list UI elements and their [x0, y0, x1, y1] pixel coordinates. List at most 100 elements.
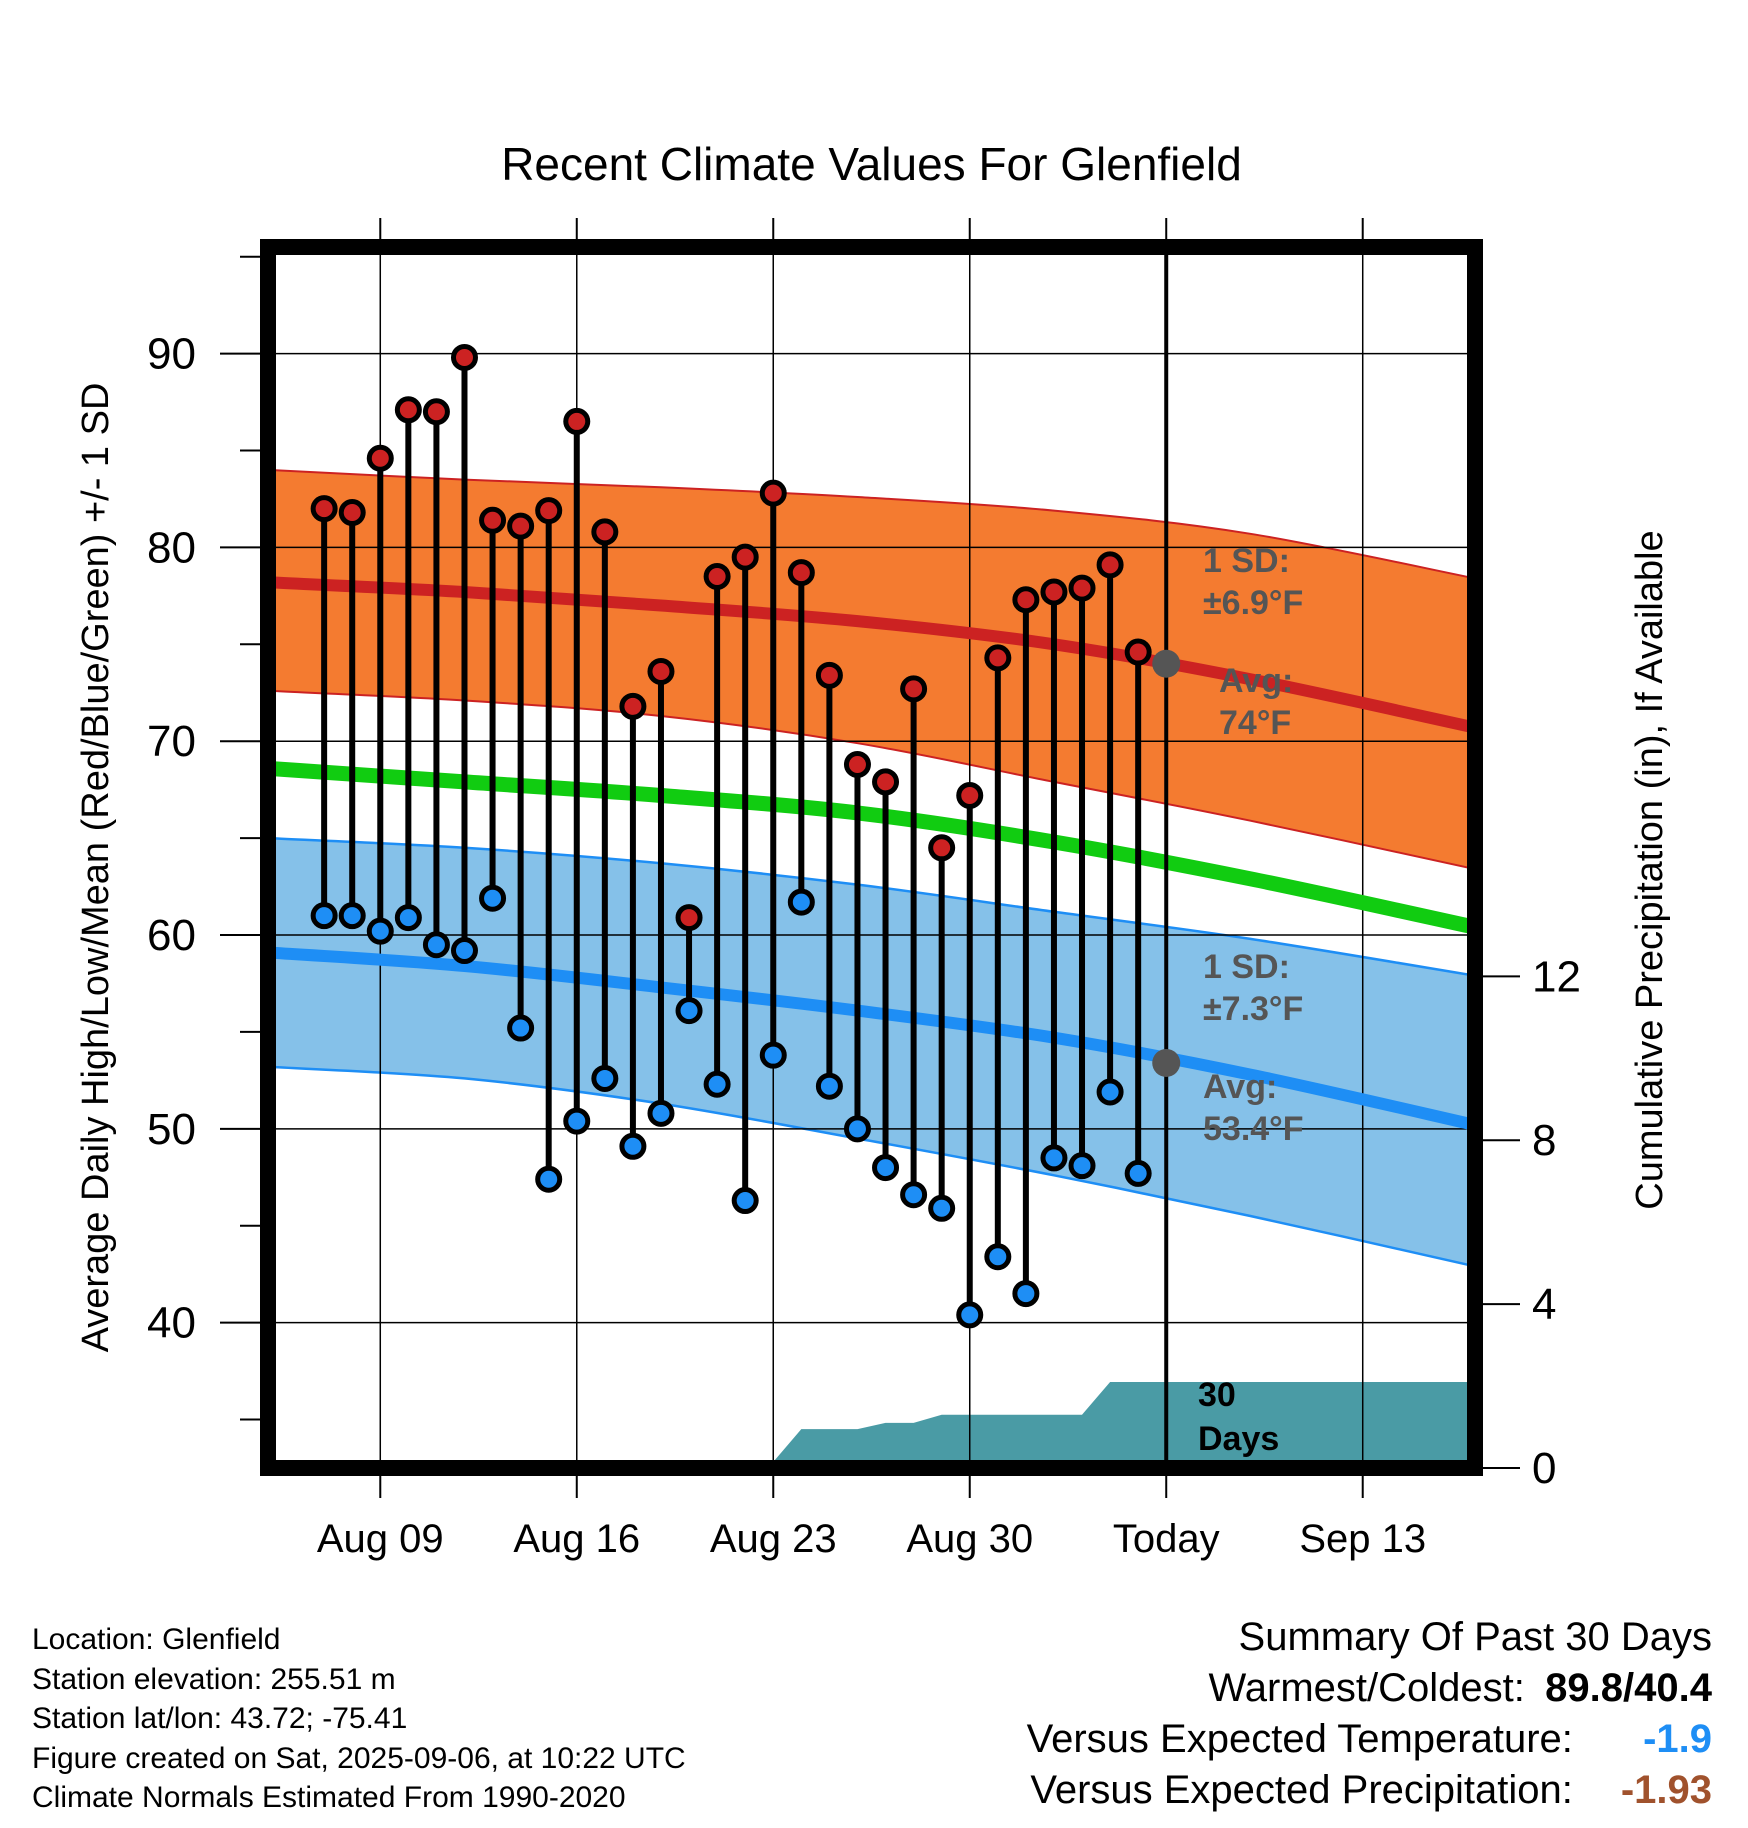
high-avg-value: 74°F — [1219, 704, 1291, 742]
daily-low-point — [1068, 1152, 1096, 1180]
y-axis: 40 50 60 70 80 90 — [147, 255, 268, 1421]
x-tick-label: Aug 23 — [710, 1517, 837, 1561]
daily-high-point — [619, 692, 647, 720]
daily-low-point — [703, 1070, 731, 1098]
daily-high-point — [843, 750, 871, 778]
daily-low-point — [1012, 1280, 1040, 1308]
y2-tick-label: 12 — [1532, 952, 1581, 1001]
x-tick-label: Sep 13 — [1299, 1517, 1426, 1561]
daily-high-point — [872, 768, 900, 796]
location-text: Location: Glenfield — [32, 1623, 281, 1656]
x-axis: Aug 09 Aug 16 Aug 23 Aug 30 Today Sep 13 — [317, 218, 1426, 1561]
x-tick-label: Aug 30 — [906, 1517, 1033, 1561]
daily-high-point — [450, 343, 478, 371]
daily-high-point — [535, 497, 563, 525]
y2-tick-label: 4 — [1532, 1280, 1556, 1329]
summary-warm-cold: Warmest/Coldest: 89.8/40.4 — [1027, 1663, 1713, 1714]
plot-frame — [260, 239, 1483, 1476]
warm-cold-value: 89.8/40.4 — [1536, 1663, 1712, 1714]
daily-low-point — [675, 997, 703, 1025]
observed-data — [310, 343, 1152, 1329]
daily-low-point — [900, 1181, 928, 1209]
daily-low-point — [422, 931, 450, 959]
summary-precip: Versus Expected Precipitation: -1.93 — [1027, 1765, 1712, 1816]
daily-high-point — [591, 518, 619, 546]
daily-high-point — [394, 396, 422, 424]
low-sd-label: 1 SD: — [1203, 948, 1290, 986]
y2-axis-label: Cumulative Precipitation (in), If Availa… — [1629, 530, 1671, 1209]
daily-low-point — [394, 904, 422, 932]
plot-area: 1 SD: ±6.9°F Avg: 74°F 1 SD: ±7.3°F Avg: 53.4°F… — [268, 247, 1475, 1468]
daily-high-point — [422, 398, 450, 426]
daily-low-point — [507, 1014, 535, 1042]
low-avg-label: Avg: — [1203, 1068, 1277, 1106]
daily-low-point — [759, 1041, 787, 1069]
daily-low-point — [479, 884, 507, 912]
daily-high-point — [338, 499, 366, 527]
daily-high-point — [675, 904, 703, 932]
daily-low-point — [647, 1099, 675, 1127]
warm-cold-label: Warmest/Coldest: — [1208, 1666, 1525, 1710]
elevation-text: Station elevation: 255.51 m — [32, 1662, 396, 1696]
latlon-text: Station lat/lon: 43.72; -75.41 — [32, 1702, 408, 1735]
warm-cold-separator: / — [1623, 1666, 1635, 1710]
daily-high-point — [956, 781, 984, 809]
daily-low-point — [872, 1154, 900, 1182]
daily-high-point — [366, 444, 394, 472]
y-tick-label: 40 — [147, 1299, 196, 1348]
daily-high-point — [1124, 638, 1152, 666]
daily-low-point — [563, 1107, 591, 1135]
station-info: Location: Glenfield Station elevation: 2… — [32, 1620, 686, 1818]
daily-low-point — [787, 888, 815, 916]
daily-low-point — [984, 1243, 1012, 1271]
high-sd-label: 1 SD: — [1203, 542, 1290, 580]
daily-low-point — [310, 902, 338, 930]
daily-low-point — [535, 1165, 563, 1193]
daily-high-point — [647, 657, 675, 685]
daily-high-point — [310, 495, 338, 523]
y2-axis: 0 4 8 12 — [1475, 952, 1581, 1493]
today-low-avg-marker — [1152, 1048, 1181, 1077]
daily-low-point — [591, 1064, 619, 1092]
daily-low-point — [1096, 1078, 1124, 1106]
warmest-value: 89.8 — [1545, 1666, 1624, 1710]
daily-low-point — [1124, 1159, 1152, 1187]
low-sd-value: ±7.3°F — [1203, 990, 1303, 1028]
daily-high-point — [815, 661, 843, 689]
low-sd-band — [268, 836, 1475, 1268]
daily-high-point — [1012, 586, 1040, 614]
coldest-value: 40.4 — [1634, 1666, 1712, 1710]
daily-high-point — [787, 559, 815, 587]
summary-panel: Summary Of Past 30 Days Warmest/Coldest:… — [1027, 1612, 1712, 1816]
created-text: Figure created on Sat, 2025-09-06, at 10… — [32, 1741, 686, 1775]
y2-tick-label: 0 — [1532, 1444, 1556, 1493]
x-tick-label: Today — [1113, 1517, 1220, 1561]
x-tick-label: Aug 09 — [317, 1517, 444, 1561]
daily-high-point — [563, 407, 591, 435]
low-avg-value: 53.4°F — [1203, 1110, 1304, 1148]
x-axis-label: Day — [836, 1595, 907, 1600]
y-tick-label: 50 — [147, 1105, 196, 1154]
daily-low-point — [928, 1194, 956, 1222]
daily-high-point — [479, 506, 507, 534]
daily-low-point — [956, 1301, 984, 1329]
climate-chart: Recent Climate Values For Glenfield 1 SD:… — [75, 138, 1671, 1600]
daily-high-point — [928, 834, 956, 862]
daily-low-point — [815, 1072, 843, 1100]
y-tick-label: 80 — [147, 523, 196, 572]
daily-low-point — [1040, 1144, 1068, 1172]
daily-high-point — [1040, 578, 1068, 606]
precip-area — [689, 1382, 1475, 1468]
y-tick-label: 90 — [147, 330, 196, 379]
high-avg-label: Avg: — [1219, 662, 1293, 700]
daily-low-point — [731, 1187, 759, 1215]
y-axis-label: Average Daily High/Low/Mean (Red/Blue/Gr… — [75, 383, 117, 1353]
precip-value: -1.93 — [1620, 1768, 1712, 1812]
x-tick-label: Aug 16 — [513, 1517, 640, 1561]
precip-label: Versus Expected Precipitation: — [1030, 1768, 1573, 1812]
daily-high-point — [1068, 574, 1096, 602]
high-sd-value: ±6.9°F — [1203, 584, 1303, 622]
chart-title: Recent Climate Values For Glenfield — [501, 138, 1242, 190]
daily-high-point — [507, 512, 535, 540]
annotations: 1 SD: ±6.9°F Avg: 74°F 1 SD: ±7.3°F Avg: 53.4°F… — [1198, 542, 1304, 1458]
